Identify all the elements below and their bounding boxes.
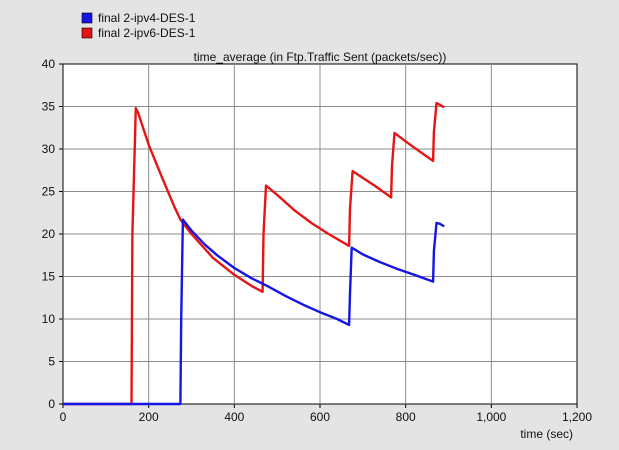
y-tick-label: 10 xyxy=(42,312,56,326)
x-axis-label: time (sec) xyxy=(520,427,573,441)
x-tick-label: 800 xyxy=(396,410,416,424)
y-tick-label: 0 xyxy=(48,397,55,411)
y-tick-label: 15 xyxy=(42,270,56,284)
y-tick-label: 20 xyxy=(42,227,56,241)
y-tick-label: 25 xyxy=(42,185,56,199)
grid-lines xyxy=(63,64,577,404)
x-tick-label: 0 xyxy=(60,410,67,424)
y-tick-label: 5 xyxy=(48,355,55,369)
series-line-ipv4 xyxy=(63,218,445,406)
x-tick-label: 400 xyxy=(224,410,244,424)
legend-swatch-ipv4 xyxy=(81,12,93,24)
y-tick-label: 35 xyxy=(42,100,56,114)
x-tick-label: 600 xyxy=(310,410,330,424)
legend: final 2-ipv4-DES-1 final 2-ipv6-DES-1 xyxy=(81,11,196,40)
x-tick-label: 200 xyxy=(139,410,159,424)
y-tick-label: 30 xyxy=(42,142,56,156)
legend-label-ipv4: final 2-ipv4-DES-1 xyxy=(98,11,196,25)
x-tick-label: 1,200 xyxy=(562,410,592,424)
legend-label-ipv6: final 2-ipv6-DES-1 xyxy=(98,26,196,40)
chart-title: time_average (in Ftp.Traffic Sent (packe… xyxy=(194,50,447,64)
series-line-ipv6 xyxy=(63,101,445,406)
series-lines xyxy=(63,101,445,406)
y-tick-label: 40 xyxy=(42,57,56,71)
legend-swatch-ipv6 xyxy=(81,27,93,39)
x-tick-label: 1,000 xyxy=(476,410,506,424)
